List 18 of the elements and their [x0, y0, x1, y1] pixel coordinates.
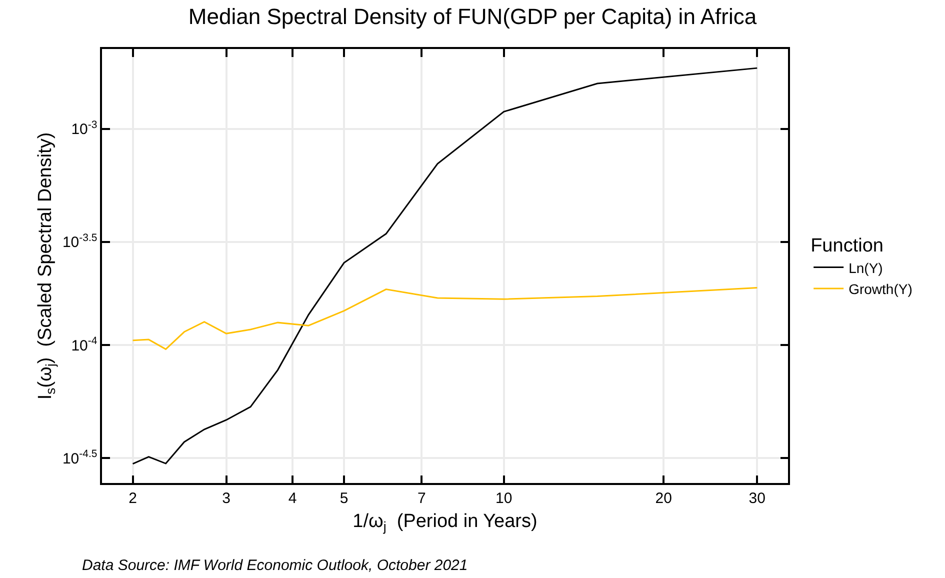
x-tick-label: 2 [128, 490, 137, 507]
x-tick-label: 20 [655, 490, 672, 507]
y-tick-label: 10$^{-3.5}$ [62, 232, 98, 252]
x-tick-label: 10 [495, 490, 512, 507]
y-tick-label: 10$^{-3}$ [71, 118, 98, 138]
source-note: Data Source: IMF World Economic Outlook, October 2021 [82, 557, 468, 574]
chart-title: Median Spectral Density of FUN(GDP per Capita) in Africa [188, 4, 758, 30]
legend-title: Function [810, 236, 884, 257]
x-tick-label: 4 [288, 490, 297, 507]
legend-label: Ln(Y) [848, 260, 883, 276]
x-tick-label: 7 [417, 490, 426, 507]
y-tick-label: 10$^{-4}$ [71, 334, 98, 354]
x-tick-label: 3 [222, 490, 230, 507]
legend-label: Growth(Y) [848, 280, 912, 297]
x-tick-label: 30 [748, 490, 766, 507]
x-axis-title: 1/ω$_{j}$ (Period in Years) [352, 511, 538, 534]
y-tick-label: 10$^{-4.5}$ [62, 448, 98, 468]
x-tick-label: 5 [340, 490, 348, 507]
